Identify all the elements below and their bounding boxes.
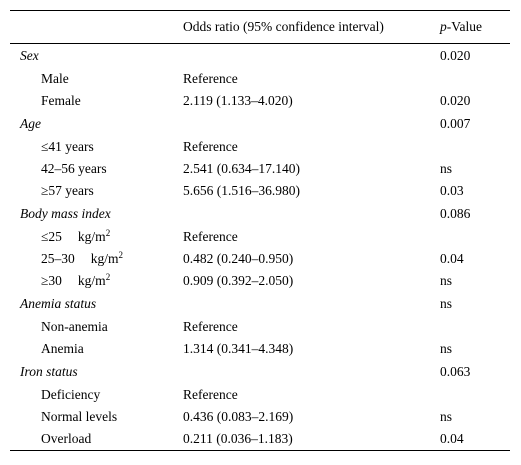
unit-superscript: 2: [105, 272, 111, 282]
group-row-anemia: Anemia status ns: [10, 292, 510, 316]
odds-ratio-table: Odds ratio (95% confidence interval) p-V…: [10, 10, 510, 451]
table-row: ≤41 years Reference: [10, 136, 510, 158]
group-p-value: 0.020: [440, 48, 471, 63]
table-bottom-rule: [10, 450, 510, 451]
row-odds-ratio: Reference: [183, 71, 238, 86]
header-p-value: p-Value: [440, 11, 482, 43]
row-odds-ratio: Reference: [183, 387, 238, 402]
header-odds-ratio: Odds ratio (95% confidence interval): [183, 19, 384, 34]
row-label: Female: [41, 93, 81, 108]
unit-text: kg/m: [90, 251, 119, 266]
group-p-value: ns: [440, 296, 453, 311]
row-label-with-unit: ≤25 kg/m2: [41, 226, 110, 248]
group-p-value: 0.086: [440, 206, 471, 221]
table-row: 25–30 kg/m2 0.482 (0.240–0.950) 0.04: [10, 248, 510, 270]
row-p-value: 0.020: [440, 93, 471, 108]
table-header-rule: [10, 43, 510, 44]
table-top-rule: [10, 10, 510, 11]
row-label: ≤25: [41, 229, 62, 244]
group-label: Anemia status: [20, 296, 97, 311]
row-label: Overload: [41, 431, 92, 446]
group-row-sex: Sex 0.020: [10, 44, 510, 68]
table-row: Non-anemia Reference: [10, 316, 510, 338]
table-row: Overload 0.211 (0.036–1.183) 0.04: [10, 428, 510, 450]
row-label: 25–30: [41, 251, 75, 266]
row-p-value: 0.04: [440, 251, 464, 266]
row-label: Male: [41, 71, 69, 86]
row-label: ≥57 years: [41, 183, 94, 198]
row-label: 42–56 years: [41, 161, 107, 176]
row-label: ≥30: [41, 273, 62, 288]
group-row-bmi: Body mass index 0.086: [10, 202, 510, 226]
row-unit: kg/m2: [77, 228, 111, 245]
header-p-letter: p: [440, 19, 447, 34]
group-label: Age: [20, 116, 41, 131]
row-p-value: ns: [440, 161, 453, 176]
row-odds-ratio: Reference: [183, 319, 238, 334]
row-p-value: 0.03: [440, 183, 464, 198]
group-p-value: 0.007: [440, 116, 471, 131]
row-label: ≤41 years: [41, 139, 94, 154]
row-odds-ratio: 0.482 (0.240–0.950): [183, 251, 294, 266]
table-row: ≥57 years 5.656 (1.516–36.980) 0.03: [10, 180, 510, 202]
table-row: Normal levels 0.436 (0.083–2.169) ns: [10, 406, 510, 428]
table-row: Female 2.119 (1.133–4.020) 0.020: [10, 90, 510, 112]
row-odds-ratio: 1.314 (0.341–4.348): [183, 341, 294, 356]
row-label-with-unit: 25–30 kg/m2: [41, 248, 123, 270]
table-row: ≤25 kg/m2 Reference: [10, 226, 510, 248]
row-odds-ratio: 0.436 (0.083–2.169): [183, 409, 294, 424]
group-p-value: 0.063: [440, 364, 471, 379]
table-row: 42–56 years 2.541 (0.634–17.140) ns: [10, 158, 510, 180]
table-header-row: Odds ratio (95% confidence interval) p-V…: [10, 11, 510, 43]
row-odds-ratio: 0.909 (0.392–2.050): [183, 273, 294, 288]
row-odds-ratio: 5.656 (1.516–36.980): [183, 183, 300, 198]
row-p-value: ns: [440, 341, 453, 356]
row-odds-ratio: 2.541 (0.634–17.140): [183, 161, 300, 176]
row-label: Deficiency: [41, 387, 101, 402]
row-label: Non-anemia: [41, 319, 108, 334]
group-row-age: Age 0.007: [10, 112, 510, 136]
row-label: Anemia: [41, 341, 84, 356]
group-label: Body mass index: [20, 206, 111, 221]
row-odds-ratio: 0.211 (0.036–1.183): [183, 431, 293, 446]
table-row: Male Reference: [10, 68, 510, 90]
row-p-value: ns: [440, 273, 453, 288]
row-odds-ratio: Reference: [183, 229, 238, 244]
row-odds-ratio: Reference: [183, 139, 238, 154]
row-label-with-unit: ≥30 kg/m2: [41, 270, 110, 292]
table-row: ≥30 kg/m2 0.909 (0.392–2.050) ns: [10, 270, 510, 292]
unit-superscript: 2: [105, 228, 111, 238]
row-odds-ratio: 2.119 (1.133–4.020): [183, 93, 293, 108]
table-row: Deficiency Reference: [10, 384, 510, 406]
unit-superscript: 2: [118, 250, 124, 260]
table-row: Anemia 1.314 (0.341–4.348) ns: [10, 338, 510, 360]
row-p-value: ns: [440, 409, 453, 424]
row-label: Normal levels: [41, 409, 118, 424]
unit-text: kg/m: [77, 273, 106, 288]
group-row-iron: Iron status 0.063: [10, 360, 510, 384]
row-unit: kg/m2: [90, 250, 124, 267]
group-label: Sex: [20, 48, 39, 63]
row-unit: kg/m2: [77, 272, 111, 289]
group-label: Iron status: [20, 364, 78, 379]
unit-text: kg/m: [77, 229, 106, 244]
row-p-value: 0.04: [440, 431, 464, 446]
header-p-suffix: -Value: [446, 19, 482, 34]
